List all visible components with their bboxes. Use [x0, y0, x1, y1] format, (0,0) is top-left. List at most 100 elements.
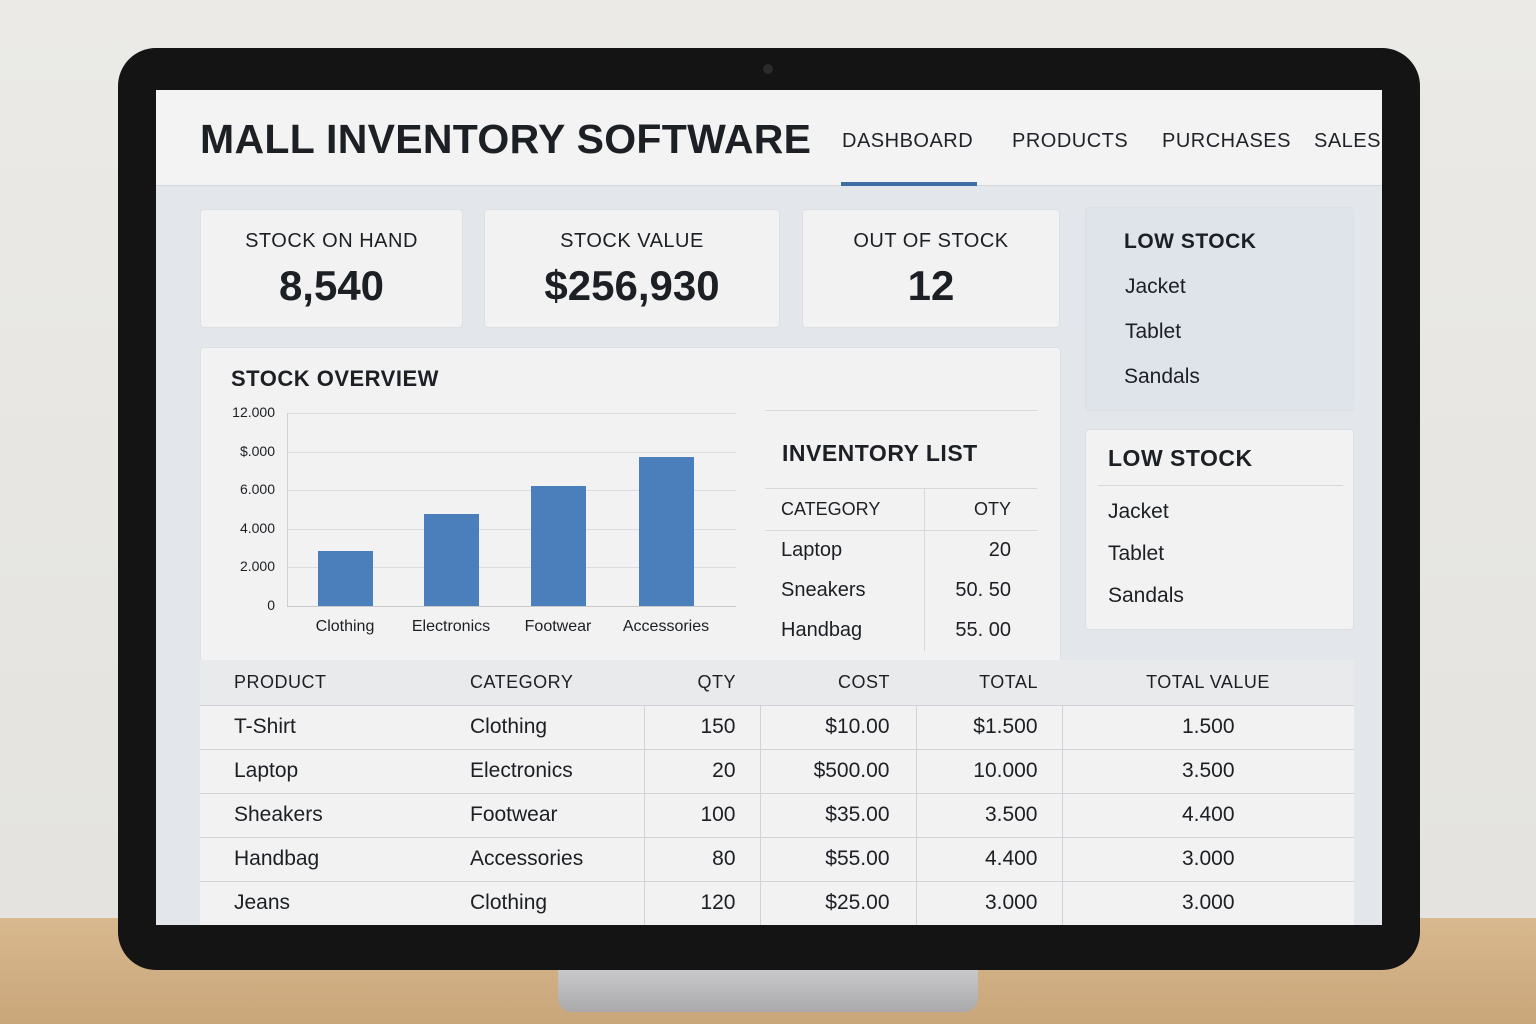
column-header[interactable]: COST — [760, 660, 916, 706]
kpi-label: STOCK VALUE — [560, 230, 704, 252]
divider — [1098, 485, 1343, 486]
list-cell: Laptop — [781, 539, 843, 562]
gridline — [287, 451, 736, 453]
column-header: OTY — [923, 488, 1037, 531]
nav-dashboard[interactable]: DASHBOARD — [842, 130, 974, 152]
x-tick-label: Electronics — [411, 618, 491, 635]
table-cell: 10.000 — [915, 749, 1062, 794]
bar-footwear[interactable] — [531, 486, 586, 606]
bar-electronics[interactable] — [424, 514, 479, 606]
bar-chart: 0 2.000 4.000 6.000 $.000 12.000 Clothing Elect… — [201, 348, 761, 658]
table-cell: Electronics — [440, 749, 644, 794]
low-stock-item[interactable]: Tablet — [1108, 542, 1165, 565]
y-tick-label: 6.000 — [239, 481, 275, 498]
inventory-list-title: INVENTORY LIST — [782, 440, 978, 466]
table-cell: $25.00 — [759, 881, 916, 925]
kpi-value: 8,540 — [278, 262, 385, 309]
nav-sales[interactable]: SALES — [1314, 130, 1381, 152]
x-tick-label: Accessories — [622, 618, 710, 635]
table-cell: 100 — [643, 793, 760, 838]
table-cell: 20 — [643, 749, 760, 794]
column-header[interactable]: QTY — [644, 660, 760, 706]
table-row[interactable]: Sheakers Footwear 100 $35.00 3.500 4.400 — [200, 793, 1354, 838]
list-cell: Handbag — [781, 619, 863, 641]
app-title: MALL INVENTORY SOFTWARE — [200, 116, 812, 162]
kpi-label: STOCK ON HAND — [245, 230, 418, 252]
table-cell: Footwear — [440, 793, 644, 838]
table-cell: 80 — [643, 837, 760, 882]
table-cell: Sheakers — [200, 793, 440, 838]
column-header: CATEGORY — [781, 499, 881, 519]
table-cell: $55.00 — [759, 837, 916, 882]
y-tick-label: 4.000 — [239, 519, 275, 536]
screen: MALL INVENTORY SOFTWARE DASHBOARD PRODUC… — [156, 90, 1382, 925]
gridline — [287, 606, 736, 607]
nav-purchases[interactable]: PURCHASES — [1162, 130, 1291, 152]
nav-products[interactable]: PRODUCTS — [1012, 130, 1129, 152]
x-tick-label: Footwear — [524, 618, 592, 635]
low-stock-item[interactable]: Jacket — [1125, 275, 1186, 298]
list-cell: 50. 50 — [923, 570, 1037, 611]
table-cell: 3.000 — [1061, 881, 1354, 925]
stock-overview-title: STOCK OVERVIEW — [231, 366, 439, 391]
y-tick-label: 0 — [267, 597, 275, 613]
low-stock-panel-2: LOW STOCK Jacket Tablet Sandals — [1085, 429, 1354, 630]
low-stock-title: LOW STOCK — [1108, 445, 1253, 471]
column-header[interactable]: TOTAL — [916, 660, 1062, 706]
list-cell: Sneakers — [781, 579, 866, 601]
table-cell: 150 — [643, 705, 760, 750]
table-cell: $10.00 — [759, 705, 916, 750]
table-row[interactable]: Handbag Accessories 80 $55.00 4.400 3.000 — [200, 837, 1354, 882]
table-cell: Handbag — [200, 837, 440, 882]
low-stock-panel: LOW STOCK Jacket Tablet Sandals — [1085, 207, 1354, 411]
table-row[interactable]: Jeans Clothing 120 $25.00 3.000 3.000 — [200, 881, 1354, 925]
column-header[interactable]: CATEGORY — [440, 660, 644, 706]
table-cell: Laptop — [200, 749, 440, 794]
divider — [765, 410, 1037, 411]
header: MALL INVENTORY SOFTWARE DASHBOARD PRODUC… — [156, 90, 1382, 186]
table-cell: Accessories — [440, 837, 644, 882]
table-cell: 4.400 — [915, 837, 1062, 882]
bar-clothing[interactable] — [318, 550, 373, 606]
x-tick-label: Clothing — [315, 618, 375, 635]
y-axis — [287, 413, 288, 606]
list-row[interactable]: Handbag 55. 00 — [765, 610, 1037, 651]
column-header[interactable]: TOTAL VALUE — [1062, 660, 1354, 706]
low-stock-item[interactable]: Sandals — [1108, 584, 1184, 607]
y-tick-label: $.000 — [239, 442, 275, 459]
low-stock-item[interactable]: Jacket — [1108, 500, 1169, 523]
list-row[interactable]: Sneakers 50. 50 — [765, 570, 1037, 611]
y-tick-label: 12.000 — [232, 404, 275, 420]
gridline — [287, 490, 736, 492]
webcam-icon — [763, 64, 773, 74]
inventory-list-table: CATEGORY OTY Laptop 20 Sneakers 50. 50 Han… — [765, 488, 1037, 651]
gridline — [287, 528, 736, 530]
table-cell: $35.00 — [759, 793, 916, 838]
table-row[interactable]: Laptop Electronics 20 $500.00 10.000 3.500 — [200, 749, 1354, 794]
gridline — [287, 413, 736, 414]
column-header[interactable]: PRODUCT — [200, 660, 440, 706]
table-cell: T-Shirt — [200, 705, 440, 750]
y-tick-label: 2.000 — [239, 558, 275, 575]
low-stock-item[interactable]: Tablet — [1125, 320, 1182, 343]
list-cell: 20 — [923, 530, 1037, 571]
table-cell: 1.500 — [1061, 705, 1354, 750]
kpi-stock-value: STOCK VALUE $256,930 — [484, 209, 780, 328]
table-cell: $500.00 — [759, 749, 916, 794]
stock-overview-panel: STOCK OVERVIEW 0 2.000 4.000 6.000 $.000 12.0… — [200, 347, 1061, 667]
table-cell: Jeans — [200, 881, 440, 925]
list-row[interactable]: Laptop 20 — [765, 530, 1037, 571]
bar-accessories[interactable] — [639, 456, 694, 606]
low-stock-item[interactable]: Sandals — [1124, 365, 1200, 388]
table-cell: Clothing — [440, 881, 644, 925]
table-cell: Clothing — [440, 705, 644, 750]
gridline — [287, 567, 736, 569]
kpi-out-of-stock: OUT OF STOCK 12 — [802, 209, 1060, 328]
kpi-value: $256,930 — [544, 262, 720, 309]
low-stock-title: LOW STOCK — [1124, 230, 1257, 253]
products-table: PRODUCT CATEGORY QTY COST TOTAL TOTAL VALUE T… — [200, 660, 1354, 925]
table-row[interactable]: T-Shirt Clothing 150 $10.00 $1.500 1.500 — [200, 705, 1354, 750]
table-cell: 3.000 — [915, 881, 1062, 925]
table-cell: 120 — [643, 881, 760, 925]
table-cell: 3.000 — [1061, 837, 1354, 882]
